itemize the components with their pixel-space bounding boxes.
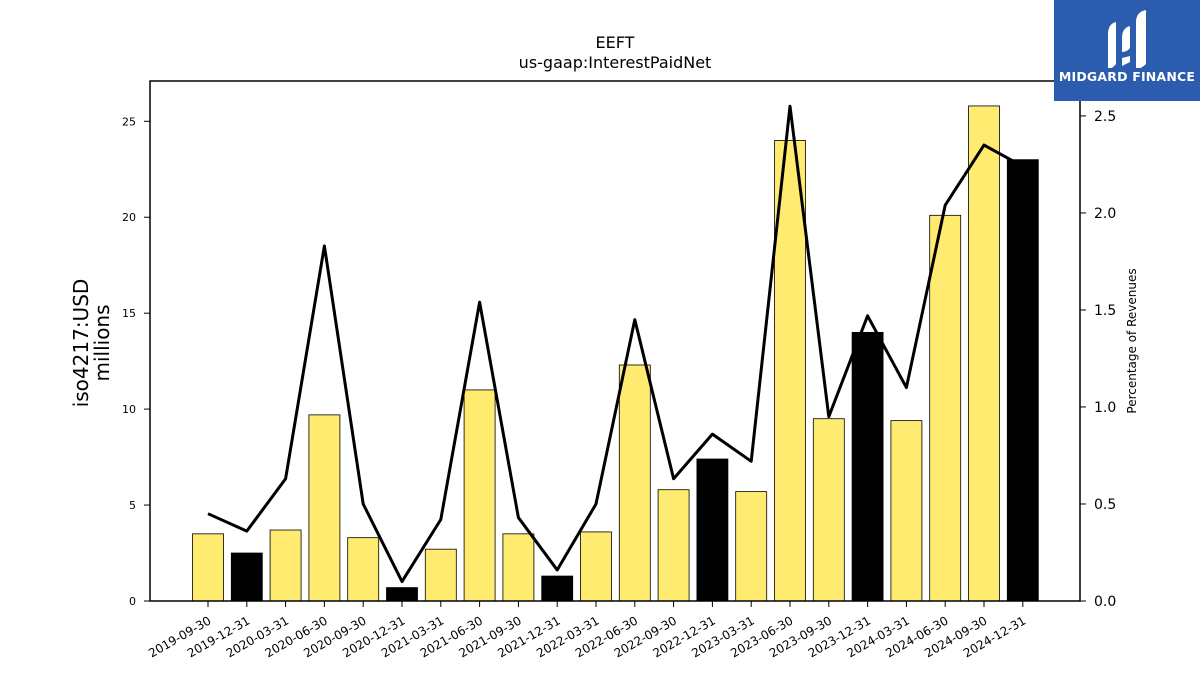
y2-axis-label: Percentage of Revenues: [1125, 268, 1139, 413]
bar: [347, 537, 380, 602]
bar: [192, 533, 224, 602]
y2-tick-label: 2.5: [1094, 109, 1116, 125]
bar: [851, 331, 884, 602]
bar: [230, 552, 263, 602]
line-series-group: [207, 104, 1024, 584]
x-axis-ticks: 2019-09-302019-12-312020-03-312020-06-30…: [146, 601, 1028, 660]
bar: [269, 529, 302, 602]
chart-subtitle: us-gaap:InterestPaidNet: [519, 53, 712, 72]
bar: [541, 575, 574, 602]
logo: MIDGARD FINANCE: [1054, 0, 1200, 101]
chart-title: EEFT: [596, 33, 635, 52]
bar: [463, 389, 496, 602]
y-tick-label: 5: [129, 499, 136, 512]
logo-text: MIDGARD FINANCE: [1058, 69, 1196, 84]
y-tick-label: 0: [129, 595, 136, 608]
y2-tick-label: 1.5: [1094, 303, 1116, 319]
y-axis-label: iso4217:USD: [69, 279, 93, 408]
bar: [735, 491, 768, 602]
y-axis-ticks: 0 5 10 15 20 25: [122, 115, 150, 608]
plot-frame: [149, 80, 1081, 602]
y2-tick-label: 0.0: [1094, 594, 1116, 610]
y2-tick-label: 1.0: [1094, 400, 1116, 416]
y2-tick-label: 2.0: [1094, 206, 1116, 222]
bar: [929, 214, 962, 602]
y-tick-label: 10: [122, 403, 136, 416]
y-tick-label: 15: [122, 307, 136, 320]
bar: [618, 364, 651, 602]
bar: [774, 140, 806, 602]
bar: [657, 489, 690, 602]
midgard-logo-icon: [1108, 10, 1146, 68]
bar-series: [192, 105, 1039, 602]
bar: [502, 533, 535, 602]
bar: [968, 105, 1000, 602]
bar: [696, 458, 729, 602]
bar: [308, 414, 341, 602]
y-tick-label: 20: [122, 211, 136, 224]
y-axis-label-units: millions: [90, 304, 114, 381]
bar: [812, 418, 845, 602]
bar: [1006, 159, 1039, 602]
bar: [386, 587, 418, 602]
y-axis-label-group: iso4217:USD millions: [69, 279, 114, 408]
y2-tick-label: 0.5: [1094, 497, 1116, 513]
line-series: [207, 104, 1024, 584]
y-tick-label: 25: [122, 115, 136, 128]
y2-axis-ticks: 0.0 0.5 1.0 1.5 2.0 2.5: [1080, 109, 1116, 610]
bar: [424, 548, 457, 602]
bar: [890, 420, 923, 602]
bar: [580, 531, 612, 602]
